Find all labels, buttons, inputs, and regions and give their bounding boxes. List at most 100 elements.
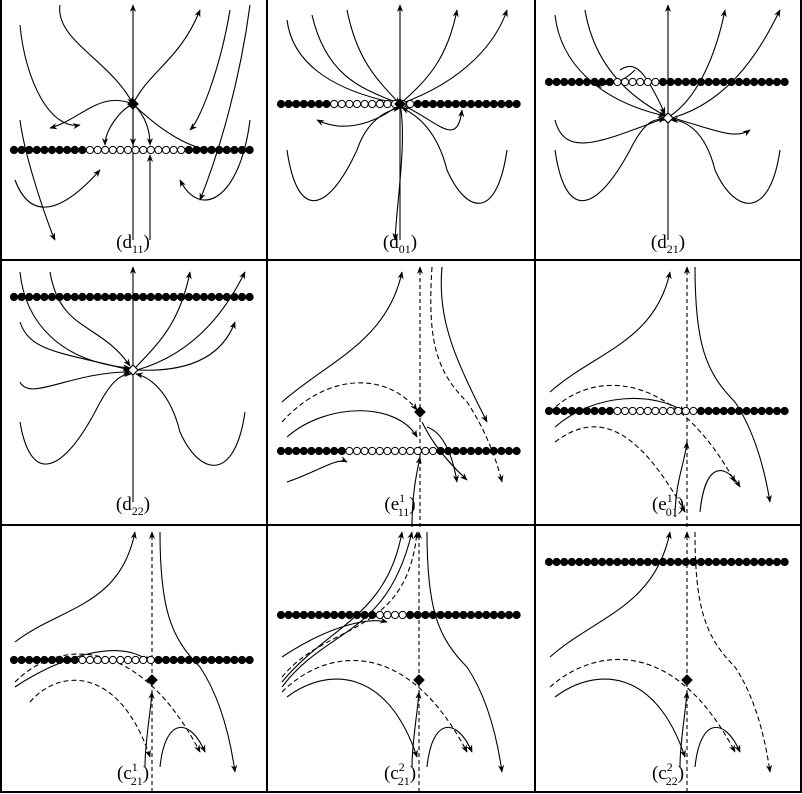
filled-node bbox=[734, 406, 744, 416]
hollow-node bbox=[93, 655, 102, 665]
trajectory bbox=[281, 271, 404, 403]
filled-node bbox=[704, 557, 713, 567]
hollow-node bbox=[78, 655, 87, 665]
trajectory bbox=[132, 103, 154, 146]
panel-label: (d11) bbox=[116, 232, 150, 256]
panel-d22: (d22) bbox=[9, 266, 254, 518]
filled-node bbox=[750, 406, 759, 416]
filled-node bbox=[276, 610, 286, 620]
label-close: ) bbox=[144, 232, 150, 253]
trajectory bbox=[179, 119, 251, 201]
filled-node bbox=[765, 406, 774, 416]
filled-node bbox=[70, 292, 79, 302]
label-sup: 1 bbox=[399, 491, 405, 505]
filled-node bbox=[674, 557, 683, 567]
filled-node bbox=[360, 610, 369, 620]
filled-node bbox=[292, 610, 301, 620]
filled-node bbox=[757, 406, 766, 416]
hollow-node bbox=[383, 446, 392, 456]
trajectory bbox=[401, 107, 508, 204]
hollow-node bbox=[101, 655, 110, 665]
hollow-node bbox=[368, 99, 377, 109]
filled-node bbox=[413, 610, 422, 620]
label-sub: 21 bbox=[398, 774, 410, 788]
label-sub: 11 bbox=[398, 505, 410, 519]
hollow-node bbox=[674, 406, 683, 416]
filled-node bbox=[70, 655, 79, 665]
filled-node bbox=[63, 145, 72, 155]
trajectory bbox=[49, 271, 131, 367]
filled-node bbox=[299, 99, 308, 109]
filled-node bbox=[734, 77, 744, 87]
filled-node bbox=[314, 610, 324, 620]
hollow-node bbox=[337, 99, 346, 109]
filled-node bbox=[765, 557, 774, 567]
trajectory bbox=[392, 103, 404, 241]
filled-node bbox=[582, 77, 592, 87]
filled-node bbox=[55, 145, 64, 155]
hollow-node bbox=[101, 145, 110, 155]
filled-node bbox=[466, 610, 476, 620]
filled-node bbox=[504, 610, 514, 620]
filled-node bbox=[489, 610, 498, 620]
hollow-node bbox=[428, 446, 438, 456]
trajectory bbox=[554, 678, 686, 758]
label-open: ( bbox=[651, 232, 657, 253]
filled-node bbox=[25, 292, 34, 302]
filled-node bbox=[466, 99, 476, 109]
filled-node bbox=[284, 446, 293, 456]
filled-diamond-equilibrium bbox=[394, 98, 406, 110]
label-close: ) bbox=[143, 763, 149, 784]
hollow-node bbox=[345, 446, 354, 456]
trajectory bbox=[549, 384, 736, 483]
filled-node bbox=[658, 557, 668, 567]
trajectory bbox=[14, 653, 201, 753]
hollow-diamond-equilibrium bbox=[662, 112, 674, 124]
filled-node bbox=[9, 655, 19, 665]
trajectory bbox=[281, 617, 388, 658]
trajectory bbox=[694, 531, 773, 773]
filled-node bbox=[482, 99, 491, 109]
filled-node bbox=[299, 610, 308, 620]
label-open: ( bbox=[383, 232, 389, 253]
filled-node bbox=[70, 145, 79, 155]
hollow-node bbox=[636, 77, 645, 87]
filled-node bbox=[337, 446, 346, 456]
trajectory bbox=[670, 116, 781, 204]
filled-node bbox=[750, 77, 759, 87]
filled-node bbox=[704, 77, 713, 87]
filled-node bbox=[567, 406, 576, 416]
trajectory bbox=[144, 691, 155, 768]
filled-node bbox=[451, 610, 460, 620]
filled-node bbox=[47, 292, 57, 302]
trajectory bbox=[59, 4, 134, 105]
filled-node bbox=[207, 292, 216, 302]
filled-node bbox=[696, 406, 706, 416]
trajectory bbox=[136, 271, 246, 371]
filled-node bbox=[544, 557, 554, 567]
hollow-node bbox=[421, 446, 430, 456]
trajectory bbox=[619, 65, 666, 115]
filled-node bbox=[32, 145, 41, 155]
label-base: d bbox=[389, 232, 399, 253]
filled-node bbox=[689, 77, 698, 87]
filled-node bbox=[93, 292, 102, 302]
filled-node bbox=[582, 406, 592, 416]
trajectory bbox=[286, 410, 418, 438]
hollow-node bbox=[108, 655, 117, 665]
filled-node bbox=[727, 557, 736, 567]
filled-node bbox=[9, 145, 19, 155]
filled-node bbox=[292, 446, 301, 456]
trajectory bbox=[674, 441, 690, 518]
filled-node bbox=[154, 655, 163, 665]
hollow-node bbox=[375, 99, 384, 109]
trajectory bbox=[426, 426, 459, 483]
filled-node bbox=[489, 446, 498, 456]
filled-node bbox=[78, 292, 87, 302]
trajectory bbox=[101, 103, 134, 146]
hollow-node bbox=[352, 99, 362, 109]
filled-node bbox=[750, 557, 759, 567]
hollow-node bbox=[123, 655, 133, 665]
filled-node bbox=[712, 406, 721, 416]
hollow-node bbox=[169, 145, 178, 155]
